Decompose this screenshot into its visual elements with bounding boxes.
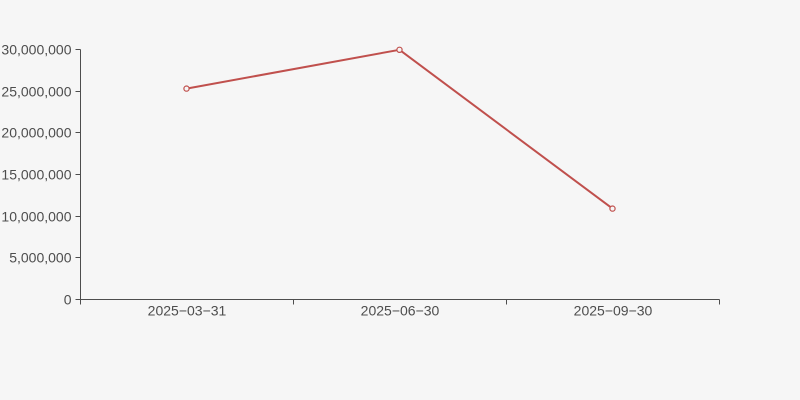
- line-series: [185, 48, 614, 210]
- y-axis-tick-label: 0: [64, 292, 72, 308]
- axes: 0 5,000,000 10,000,000 15,000,000 20,000,000…: [1, 42, 720, 319]
- y-axis-tick-label: 15,000,000: [1, 167, 71, 183]
- x-axis-tick-label: 2025−03−31: [148, 303, 227, 319]
- data-point-marker[interactable]: [396, 46, 403, 54]
- y-axis-tick-label: 20,000,000: [1, 125, 71, 141]
- y-axis-tick-label: 10,000,000: [1, 209, 71, 225]
- data-point-marker[interactable]: [609, 205, 616, 212]
- y-axis-tick-label: 30,000,000: [1, 42, 71, 58]
- x-axis-tick-label: 2025−09−30: [574, 303, 653, 319]
- y-axis-tick-label: 25,000,000: [1, 84, 71, 100]
- y-axis-tick-label: 5,000,000: [9, 250, 71, 266]
- data-point-marker[interactable]: [183, 85, 190, 92]
- x-axis-tick-label: 2025−06−30: [361, 303, 440, 319]
